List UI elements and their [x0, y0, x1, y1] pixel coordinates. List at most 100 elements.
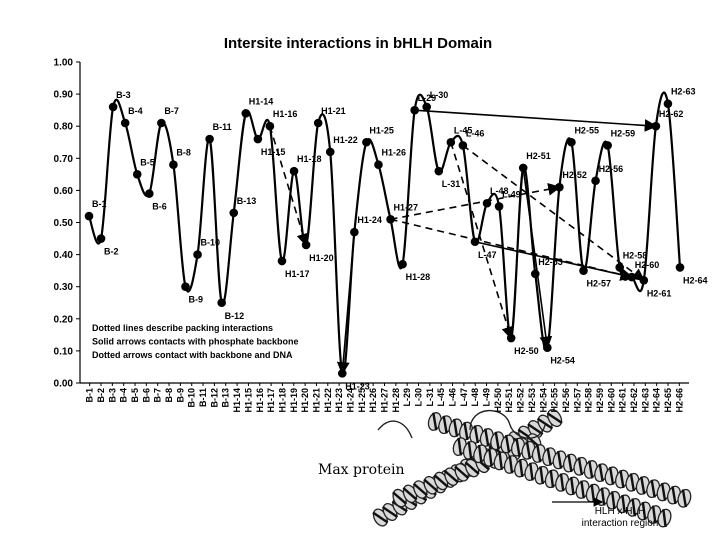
helix-shade — [681, 489, 688, 508]
helix-shade — [527, 423, 544, 436]
helix-shade — [536, 444, 542, 463]
helix-shade — [473, 425, 480, 444]
point-label: H1-16 — [273, 109, 298, 119]
x-tick-label: H2-58 — [584, 388, 594, 413]
point-label: B-3 — [116, 90, 131, 100]
x-tick-label: H1-18 — [277, 388, 287, 413]
helix-shade — [580, 480, 585, 499]
helix-shade — [402, 487, 418, 501]
data-point — [639, 275, 649, 285]
helix-shade — [590, 484, 596, 503]
x-tick-label: B-7 — [153, 388, 163, 403]
helix-shade — [650, 479, 656, 498]
helix-shade — [567, 454, 573, 473]
point-label: B-2 — [104, 247, 119, 257]
data-point — [337, 369, 347, 378]
data-point — [579, 266, 588, 275]
data-point — [132, 170, 142, 179]
figure-caption: Max protein — [318, 462, 405, 478]
point-label: B-4 — [128, 106, 143, 116]
interaction-arrow — [462, 144, 646, 282]
data-point — [205, 134, 214, 144]
loop-2 — [377, 420, 413, 439]
helix-d — [452, 437, 672, 528]
legend-note: Dotted arrows contact with backbone and … — [92, 350, 293, 360]
data-point — [482, 198, 492, 208]
helix-shade — [641, 501, 647, 520]
data-point — [374, 160, 383, 170]
helix-shade — [559, 473, 565, 492]
data-point — [567, 137, 576, 147]
x-tick-label: B-9 — [175, 388, 185, 403]
point-label: H1-20 — [309, 253, 334, 263]
loop-1 — [469, 409, 546, 439]
point-label: H1-21 — [321, 106, 346, 116]
data-point — [398, 259, 407, 269]
point-label: L-48 — [490, 186, 509, 196]
x-tick-label: H2-53 — [527, 388, 537, 413]
x-tick-label: B-5 — [130, 388, 140, 403]
data-point — [603, 141, 612, 150]
data-point — [313, 118, 323, 128]
point-label: H2-60 — [635, 260, 660, 270]
helix-shade — [457, 437, 463, 456]
point-label: L-30 — [430, 90, 449, 100]
helix-shade — [452, 418, 459, 437]
helix-shade — [536, 417, 554, 430]
point-label: H2-61 — [647, 288, 672, 298]
region-label-2: interaction region — [582, 518, 659, 529]
point-label: H1-24 — [357, 215, 382, 225]
y-tick-label: 1.00 — [54, 58, 74, 69]
helix-shade — [504, 434, 511, 453]
helix-shade — [598, 463, 604, 482]
x-tick-label: H1-22 — [323, 388, 333, 413]
point-label: L-49 — [502, 189, 521, 199]
y-tick-label: 0.20 — [54, 314, 74, 325]
y-tick-label: 0.00 — [54, 379, 74, 390]
point-label: H2-62 — [659, 109, 684, 119]
helix-shade — [432, 412, 438, 431]
helix-shade — [525, 441, 532, 460]
point-label: L-29 — [418, 93, 437, 103]
y-tick-label: 0.60 — [54, 186, 74, 197]
point-label: H2-64 — [683, 275, 708, 285]
x-tick-label: H2-52 — [516, 388, 526, 413]
helix-shade — [423, 478, 439, 493]
x-tick-label: H1-17 — [266, 388, 276, 413]
point-label: H1-23 — [345, 381, 370, 391]
helix-shade — [372, 511, 389, 524]
x-tick-label: L-45 — [436, 388, 446, 407]
helix-shade — [610, 491, 616, 510]
data-point — [193, 250, 202, 259]
data-point — [120, 118, 130, 128]
x-tick-label: H2-57 — [572, 388, 582, 413]
legend-notes: Dotted lines describe packing interactio… — [92, 323, 299, 360]
data-point — [651, 121, 661, 131]
interaction-arrow — [414, 109, 658, 132]
x-tick-label: H1-19 — [289, 388, 299, 413]
helix-shade — [539, 466, 544, 485]
point-label: H1-22 — [333, 135, 358, 145]
x-tick-labels: B-1 B-2 B-3 B-4 B-5 B-6 B-7 B-8 B-9 B-10 B-11 B-12 B… — [85, 383, 684, 413]
point-label: L-31 — [442, 179, 461, 189]
helix-shade — [570, 476, 575, 495]
point-label: H2-59 — [611, 128, 636, 138]
helix-shade — [549, 469, 555, 488]
helix-shade — [484, 428, 490, 447]
x-tick-label: B-13 — [221, 388, 231, 408]
x-tick-label: H2-61 — [618, 388, 628, 413]
data-point — [470, 237, 480, 247]
data-point — [555, 182, 564, 192]
data-point — [350, 227, 359, 237]
y-tick-label: 0.30 — [54, 282, 74, 293]
x-tick-label: B-8 — [164, 388, 174, 403]
helix-shade — [454, 465, 470, 480]
x-tick-label: H2-56 — [561, 388, 571, 413]
data-point — [108, 102, 118, 112]
data-point — [84, 211, 94, 221]
y-tick-label: 0.50 — [54, 218, 74, 229]
x-tick-label: L-46 — [448, 388, 458, 407]
x-tick-label: B-3 — [107, 388, 117, 403]
helix-shade — [546, 412, 563, 425]
x-tick-label: H2-55 — [550, 388, 560, 413]
